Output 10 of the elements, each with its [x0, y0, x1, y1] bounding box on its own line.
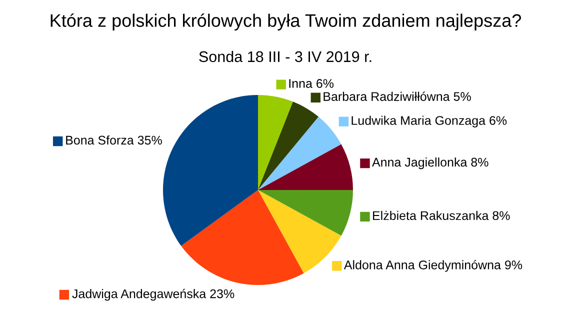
legend-label: Ludwika Maria Gonzaga 6% — [352, 116, 507, 128]
legend-label: Aldona Anna Giedyminówna 9% — [344, 260, 522, 272]
legend-label: Bona Sforza 35% — [66, 135, 162, 145]
legend-label: Jadwiga Andegaweńska 23% — [72, 288, 234, 301]
legend-label: Inna 6% — [289, 79, 334, 88]
chart-title: Która z polskich królowych była Twoim zdaniem najlepsza? — [50, 13, 522, 31]
legend-label: Barbara Radziwiłłówna 5% — [324, 92, 471, 101]
legend-label: Elżbieta Rakuszanka 8% — [373, 210, 510, 220]
chart-subtitle: Sonda 18 III - 3 IV 2019 r. — [199, 50, 372, 62]
legend-label: Anna Jagiellonka 8% — [372, 157, 488, 170]
